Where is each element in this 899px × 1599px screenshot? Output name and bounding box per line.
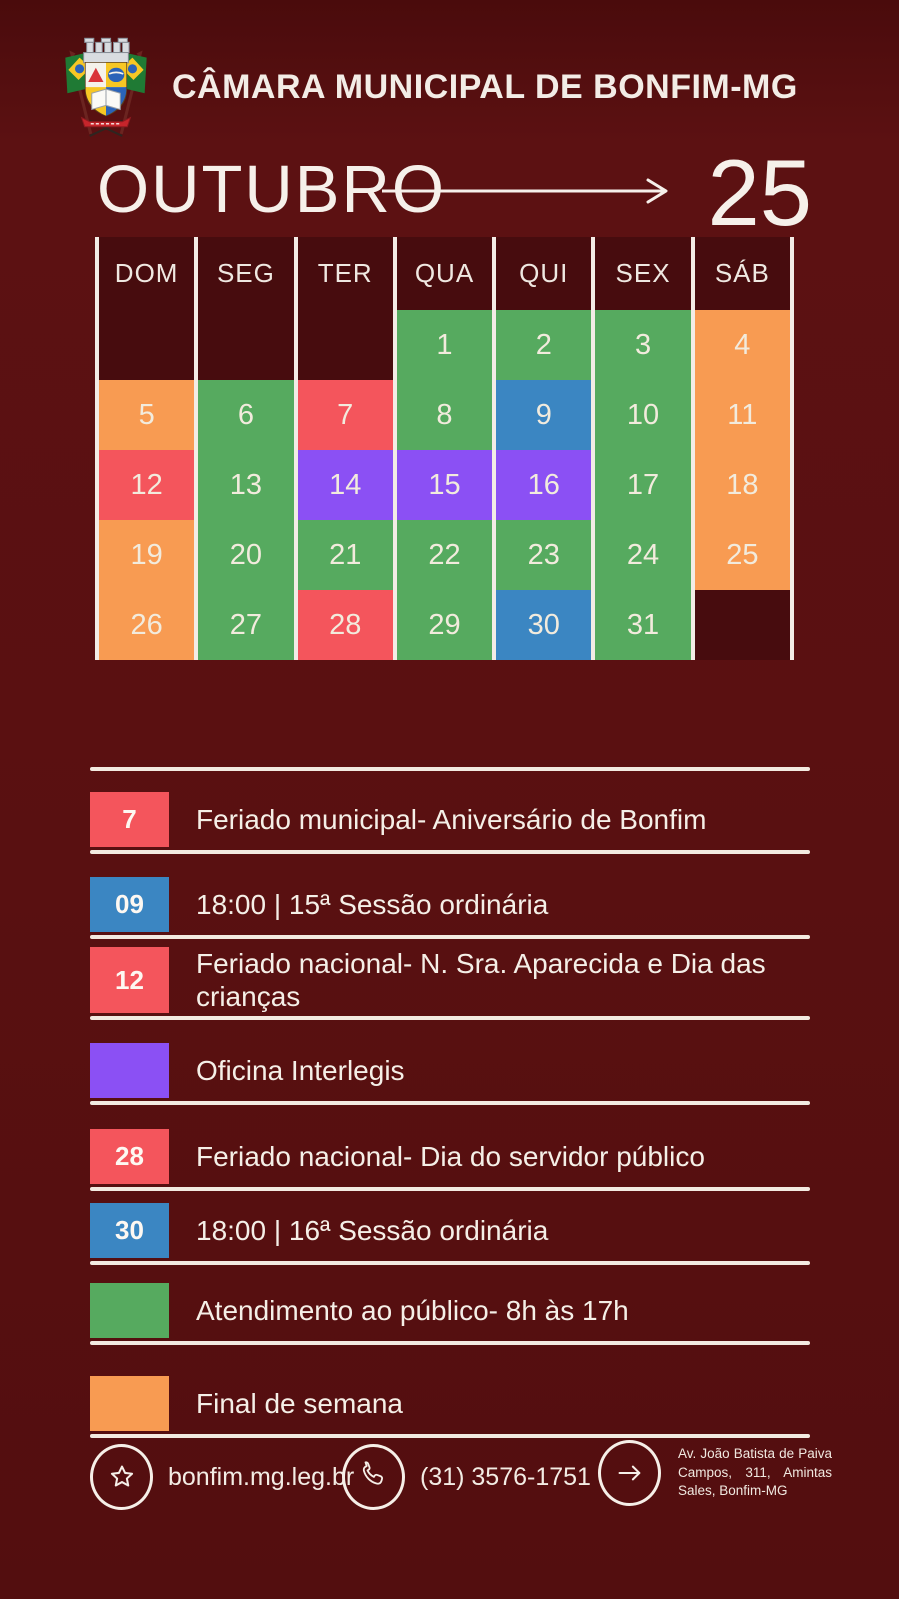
calendar-day-8: 8 — [396, 380, 493, 450]
legend-item: 28 Feriado nacional- Dia do servidor públ… — [90, 1129, 810, 1185]
legend-swatch-purple — [90, 1043, 169, 1099]
calendar-day-20: 20 — [198, 520, 294, 590]
calendar-day-15: 15 — [396, 450, 493, 520]
separator-line — [90, 935, 810, 939]
calendar-column-qua: QUA 1 8 15 22 29 — [392, 237, 493, 660]
day-header-qua: QUA — [414, 258, 475, 288]
calendar-day-empty — [298, 310, 393, 380]
separator-line — [90, 767, 810, 771]
calendar-day-empty — [695, 590, 790, 660]
arrow-right-icon — [598, 1440, 661, 1506]
star-icon — [90, 1444, 153, 1510]
day-header-dom: DOM — [114, 258, 179, 288]
page-title: CÂMARA MUNICIPAL DE BONFIM-MG — [172, 68, 798, 106]
calendar-day-29: 29 — [396, 590, 493, 660]
calendar-day-11: 11 — [694, 380, 790, 450]
calendar-day-17: 17 — [595, 450, 691, 520]
legend-text: Oficina Interlegis — [196, 1055, 405, 1087]
day-header-sáb: SÁB — [714, 258, 770, 288]
legend-item: Atendimento ao público- 8h às 17h — [90, 1283, 810, 1339]
calendar-day-empty — [99, 310, 194, 380]
separator-line — [90, 1187, 810, 1192]
calendar-day-3: 3 — [595, 310, 691, 380]
footer-website: bonfim.mg.leg.br — [90, 1444, 354, 1510]
calendar-day-22: 22 — [396, 520, 493, 590]
calendar-day-5: 5 — [99, 380, 195, 450]
legend-badge-12: 12 — [90, 947, 169, 1014]
legend-swatch-orange — [90, 1376, 169, 1432]
day-header-ter: TER — [317, 258, 373, 288]
calendar-day-13: 13 — [198, 450, 294, 520]
calendar-day-empty — [198, 310, 293, 380]
calendar-day-6: 6 — [198, 380, 294, 450]
legend-text: Atendimento ao público- 8h às 17h — [196, 1295, 629, 1327]
calendar-day-14: 14 — [297, 450, 393, 520]
calendar-day-12: 12 — [99, 450, 195, 520]
separator-line — [90, 850, 810, 854]
separator-line — [90, 1434, 810, 1439]
legend-badge-7: 7 — [90, 792, 169, 847]
legend-text: 18:00 | 15ª Sessão ordinária — [196, 888, 549, 920]
day-header-qui: QUI — [519, 258, 569, 288]
year-label: 25 — [707, 140, 812, 245]
legend-text: Final de semana — [196, 1388, 404, 1420]
calendar-day-18: 18 — [694, 450, 790, 520]
legend-text: Feriado municipal- Aniversário de Bonfim — [196, 803, 707, 835]
calendar-day-27: 27 — [198, 590, 294, 660]
separator-line — [90, 1341, 810, 1346]
address-text: Av. João Batista de Paiva Campos, 311, A… — [678, 1445, 832, 1499]
separator-line — [90, 1016, 810, 1021]
calendar-day-9: 9 — [496, 380, 592, 450]
website-text: bonfim.mg.leg.br — [168, 1462, 355, 1491]
legend-swatch-green — [90, 1283, 169, 1339]
calendar-column-sáb: SÁB 4 11 18 25 — [690, 237, 794, 660]
legend-item: 12 Feriado nacional- N. Sra. Aparecida e … — [90, 947, 810, 1014]
calendar-column-qui: QUI 2 9 16 23 30 — [492, 237, 592, 660]
legend-text: Feriado nacional- Dia do servidor públic… — [196, 1141, 705, 1173]
calendar-day-31: 31 — [595, 590, 691, 660]
legend-item: 30 18:00 | 16ª Sessão ordinária — [90, 1203, 810, 1259]
legend-text: Feriado nacional- N. Sra. Aparecida e Di… — [196, 948, 766, 1013]
calendar-day-10: 10 — [595, 380, 691, 450]
calendar-day-28: 28 — [297, 590, 393, 660]
calendar-day-16: 16 — [496, 450, 592, 520]
legend-item: Final de semana — [90, 1376, 810, 1432]
day-header-seg: SEG — [216, 258, 275, 288]
separator-line — [90, 1101, 810, 1106]
legend-badge-09: 09 — [90, 877, 169, 932]
legend-item: 7 Feriado municipal- Aniversário de Bonfi… — [90, 792, 810, 847]
calendar-day-30: 30 — [496, 590, 592, 660]
legend-item: Oficina Interlegis — [90, 1043, 810, 1099]
calendar-grid: DOM 5 12 19 26 SEG 6 13 20 27 TER 7 14 21 28 QUA 1 8 15 22 2… — [95, 237, 794, 660]
calendar-column-dom: DOM 5 12 19 26 — [95, 237, 195, 660]
calendar-day-7: 7 — [297, 380, 393, 450]
legend-badge-30: 30 — [90, 1203, 169, 1259]
separator-line — [90, 1261, 810, 1266]
arrow-right-long-icon — [382, 178, 668, 204]
calendar-day-23: 23 — [496, 520, 592, 590]
footer-phone: (31) 3576-1751 — [342, 1444, 591, 1510]
phone-icon — [342, 1444, 405, 1510]
footer-address: Av. João Batista de Paiva Campos, 311, A… — [598, 1440, 832, 1506]
day-header-sex: SEX — [615, 258, 671, 288]
phone-text: (31) 3576-1751 — [420, 1462, 591, 1491]
calendar-day-25: 25 — [694, 520, 790, 590]
legend-badge-28: 28 — [90, 1129, 169, 1185]
calendar-day-19: 19 — [99, 520, 195, 590]
calendar-day-2: 2 — [496, 310, 592, 380]
legend-item: 09 18:00 | 15ª Sessão ordinária — [90, 877, 810, 932]
calendar-column-ter: TER 7 14 21 28 — [293, 237, 393, 660]
legend-text: 18:00 | 16ª Sessão ordinária — [196, 1215, 549, 1247]
municipality-coat-of-arms-logo — [65, 37, 147, 137]
calendar-column-sex: SEX 3 10 17 24 31 — [591, 237, 691, 660]
calendar-column-seg: SEG 6 13 20 27 — [194, 237, 294, 660]
calendar-day-4: 4 — [694, 310, 790, 380]
legend: 7 Feriado municipal- Aniversário de Bonfi… — [90, 764, 810, 1439]
calendar-day-24: 24 — [595, 520, 691, 590]
calendar-day-21: 21 — [297, 520, 393, 590]
calendar-day-26: 26 — [99, 590, 195, 660]
calendar-day-1: 1 — [396, 310, 493, 380]
